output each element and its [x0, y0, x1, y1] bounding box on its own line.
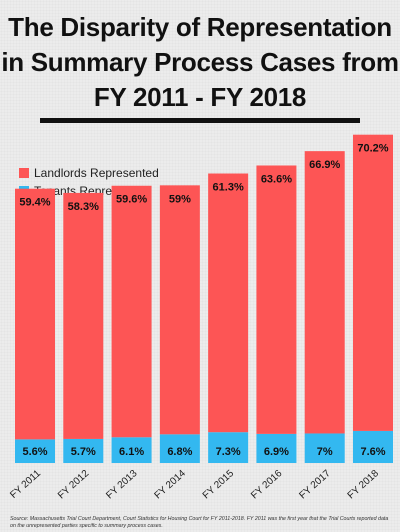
legend-swatch-landlords [19, 168, 29, 178]
data-label-tenants: 7.6% [360, 446, 385, 458]
bar-tenants-fy-2011 [15, 439, 55, 463]
title-divider [40, 118, 360, 123]
chart-title-line-1: The Disparity of Representation [8, 12, 392, 42]
data-label-landlords: 58.3% [68, 201, 99, 213]
data-label-tenants: 7.3% [216, 446, 241, 458]
bar-landlords-fy-2016 [256, 165, 297, 434]
bar-landlords-fy-2015 [208, 173, 249, 433]
source-note: Source: Massachusetts Trial Court Depart… [10, 516, 389, 529]
x-tick-label: FY 2012 [56, 468, 92, 502]
chart-title-line-3: FY 2011 - FY 2018 [93, 82, 307, 112]
bar-landlords-fy-2018 [353, 134, 393, 431]
bar-landlords-fy-2011 [15, 188, 55, 440]
bar-tenants-fy-2012 [63, 438, 104, 463]
data-label-landlords: 70.2% [357, 143, 388, 155]
bar-tenants-fy-2014 [159, 434, 200, 463]
chart-title: The Disparity of Representation in Summa… [0, 10, 400, 115]
x-tick-label: FY 2013 [104, 468, 140, 502]
legend-label-landlords: Landlords Represented [34, 166, 159, 180]
data-label-landlords: 61.3% [213, 182, 244, 194]
bar-landlords-fy-2012 [63, 192, 104, 439]
bar-landlords-fy-2013 [111, 185, 152, 438]
data-label-tenants: 5.6% [22, 446, 47, 458]
x-tick-label: FY 2018 [346, 468, 382, 502]
data-label-landlords: 66.9% [309, 159, 340, 171]
data-label-landlords: 59.4% [19, 197, 50, 209]
bar-tenants-fy-2018 [353, 430, 393, 463]
bar-landlords-fy-2017 [304, 151, 345, 434]
bar-tenants-fy-2017 [304, 433, 345, 463]
bar-tenants-fy-2016 [256, 433, 297, 463]
bar-tenants-fy-2013 [111, 437, 152, 463]
x-tick-label: FY 2017 [297, 468, 333, 502]
x-tick-label: FY 2014 [153, 468, 189, 502]
data-label-landlords: 63.6% [261, 173, 292, 185]
bar-tenants-fy-2015 [208, 432, 249, 463]
bar-landlords-fy-2014 [159, 185, 200, 435]
x-tick-label: FY 2016 [249, 468, 285, 502]
data-label-tenants: 5.7% [71, 446, 96, 458]
data-label-tenants: 6.8% [167, 446, 192, 458]
data-label-tenants: 6.1% [119, 446, 144, 458]
data-label-tenants: 6.9% [264, 446, 289, 458]
data-label-tenants: 7% [317, 446, 333, 458]
data-label-landlords: 59.6% [116, 194, 147, 206]
chart-title-line-2: in Summary Process Cases from [1, 47, 399, 77]
x-tick-label: FY 2011 [8, 468, 43, 501]
x-tick-label: FY 2015 [201, 468, 237, 502]
data-label-landlords: 59% [169, 193, 191, 205]
